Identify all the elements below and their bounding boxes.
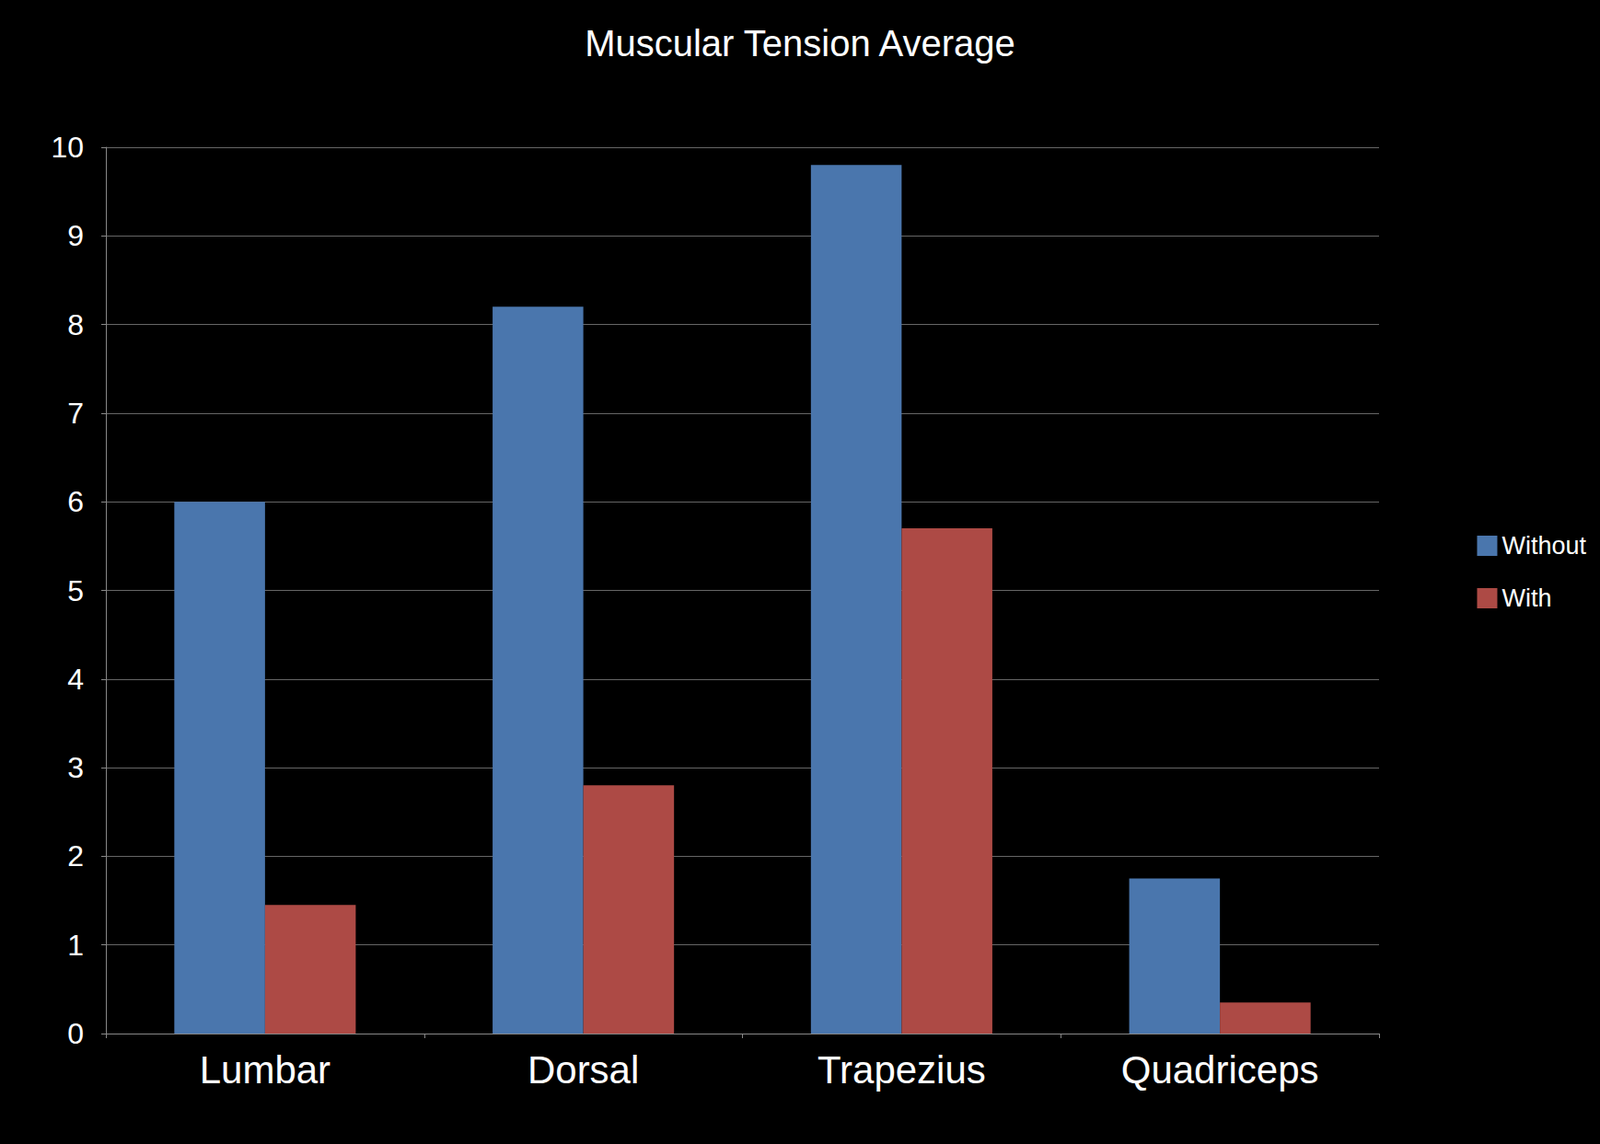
svg-text:2: 2 bbox=[67, 839, 84, 873]
svg-text:9: 9 bbox=[67, 219, 84, 253]
svg-text:Quadriceps: Quadriceps bbox=[1121, 1048, 1320, 1092]
svg-text:1: 1 bbox=[67, 928, 84, 963]
svg-text:5: 5 bbox=[67, 574, 84, 608]
svg-text:Trapezius: Trapezius bbox=[817, 1048, 986, 1092]
svg-text:8: 8 bbox=[67, 308, 84, 342]
svg-text:Dorsal: Dorsal bbox=[527, 1048, 639, 1092]
svg-text:6: 6 bbox=[67, 485, 84, 519]
svg-text:0: 0 bbox=[67, 1017, 84, 1051]
svg-text:3: 3 bbox=[67, 751, 84, 785]
svg-text:7: 7 bbox=[67, 396, 84, 430]
svg-text:10: 10 bbox=[50, 130, 84, 164]
svg-text:4: 4 bbox=[67, 662, 84, 696]
svg-text:Muscular Tension Average: Muscular Tension Average bbox=[584, 23, 1016, 64]
svg-text:With: With bbox=[1501, 584, 1552, 613]
svg-text:Without: Without bbox=[1501, 532, 1587, 560]
svg-text:Lumbar: Lumbar bbox=[199, 1048, 331, 1092]
